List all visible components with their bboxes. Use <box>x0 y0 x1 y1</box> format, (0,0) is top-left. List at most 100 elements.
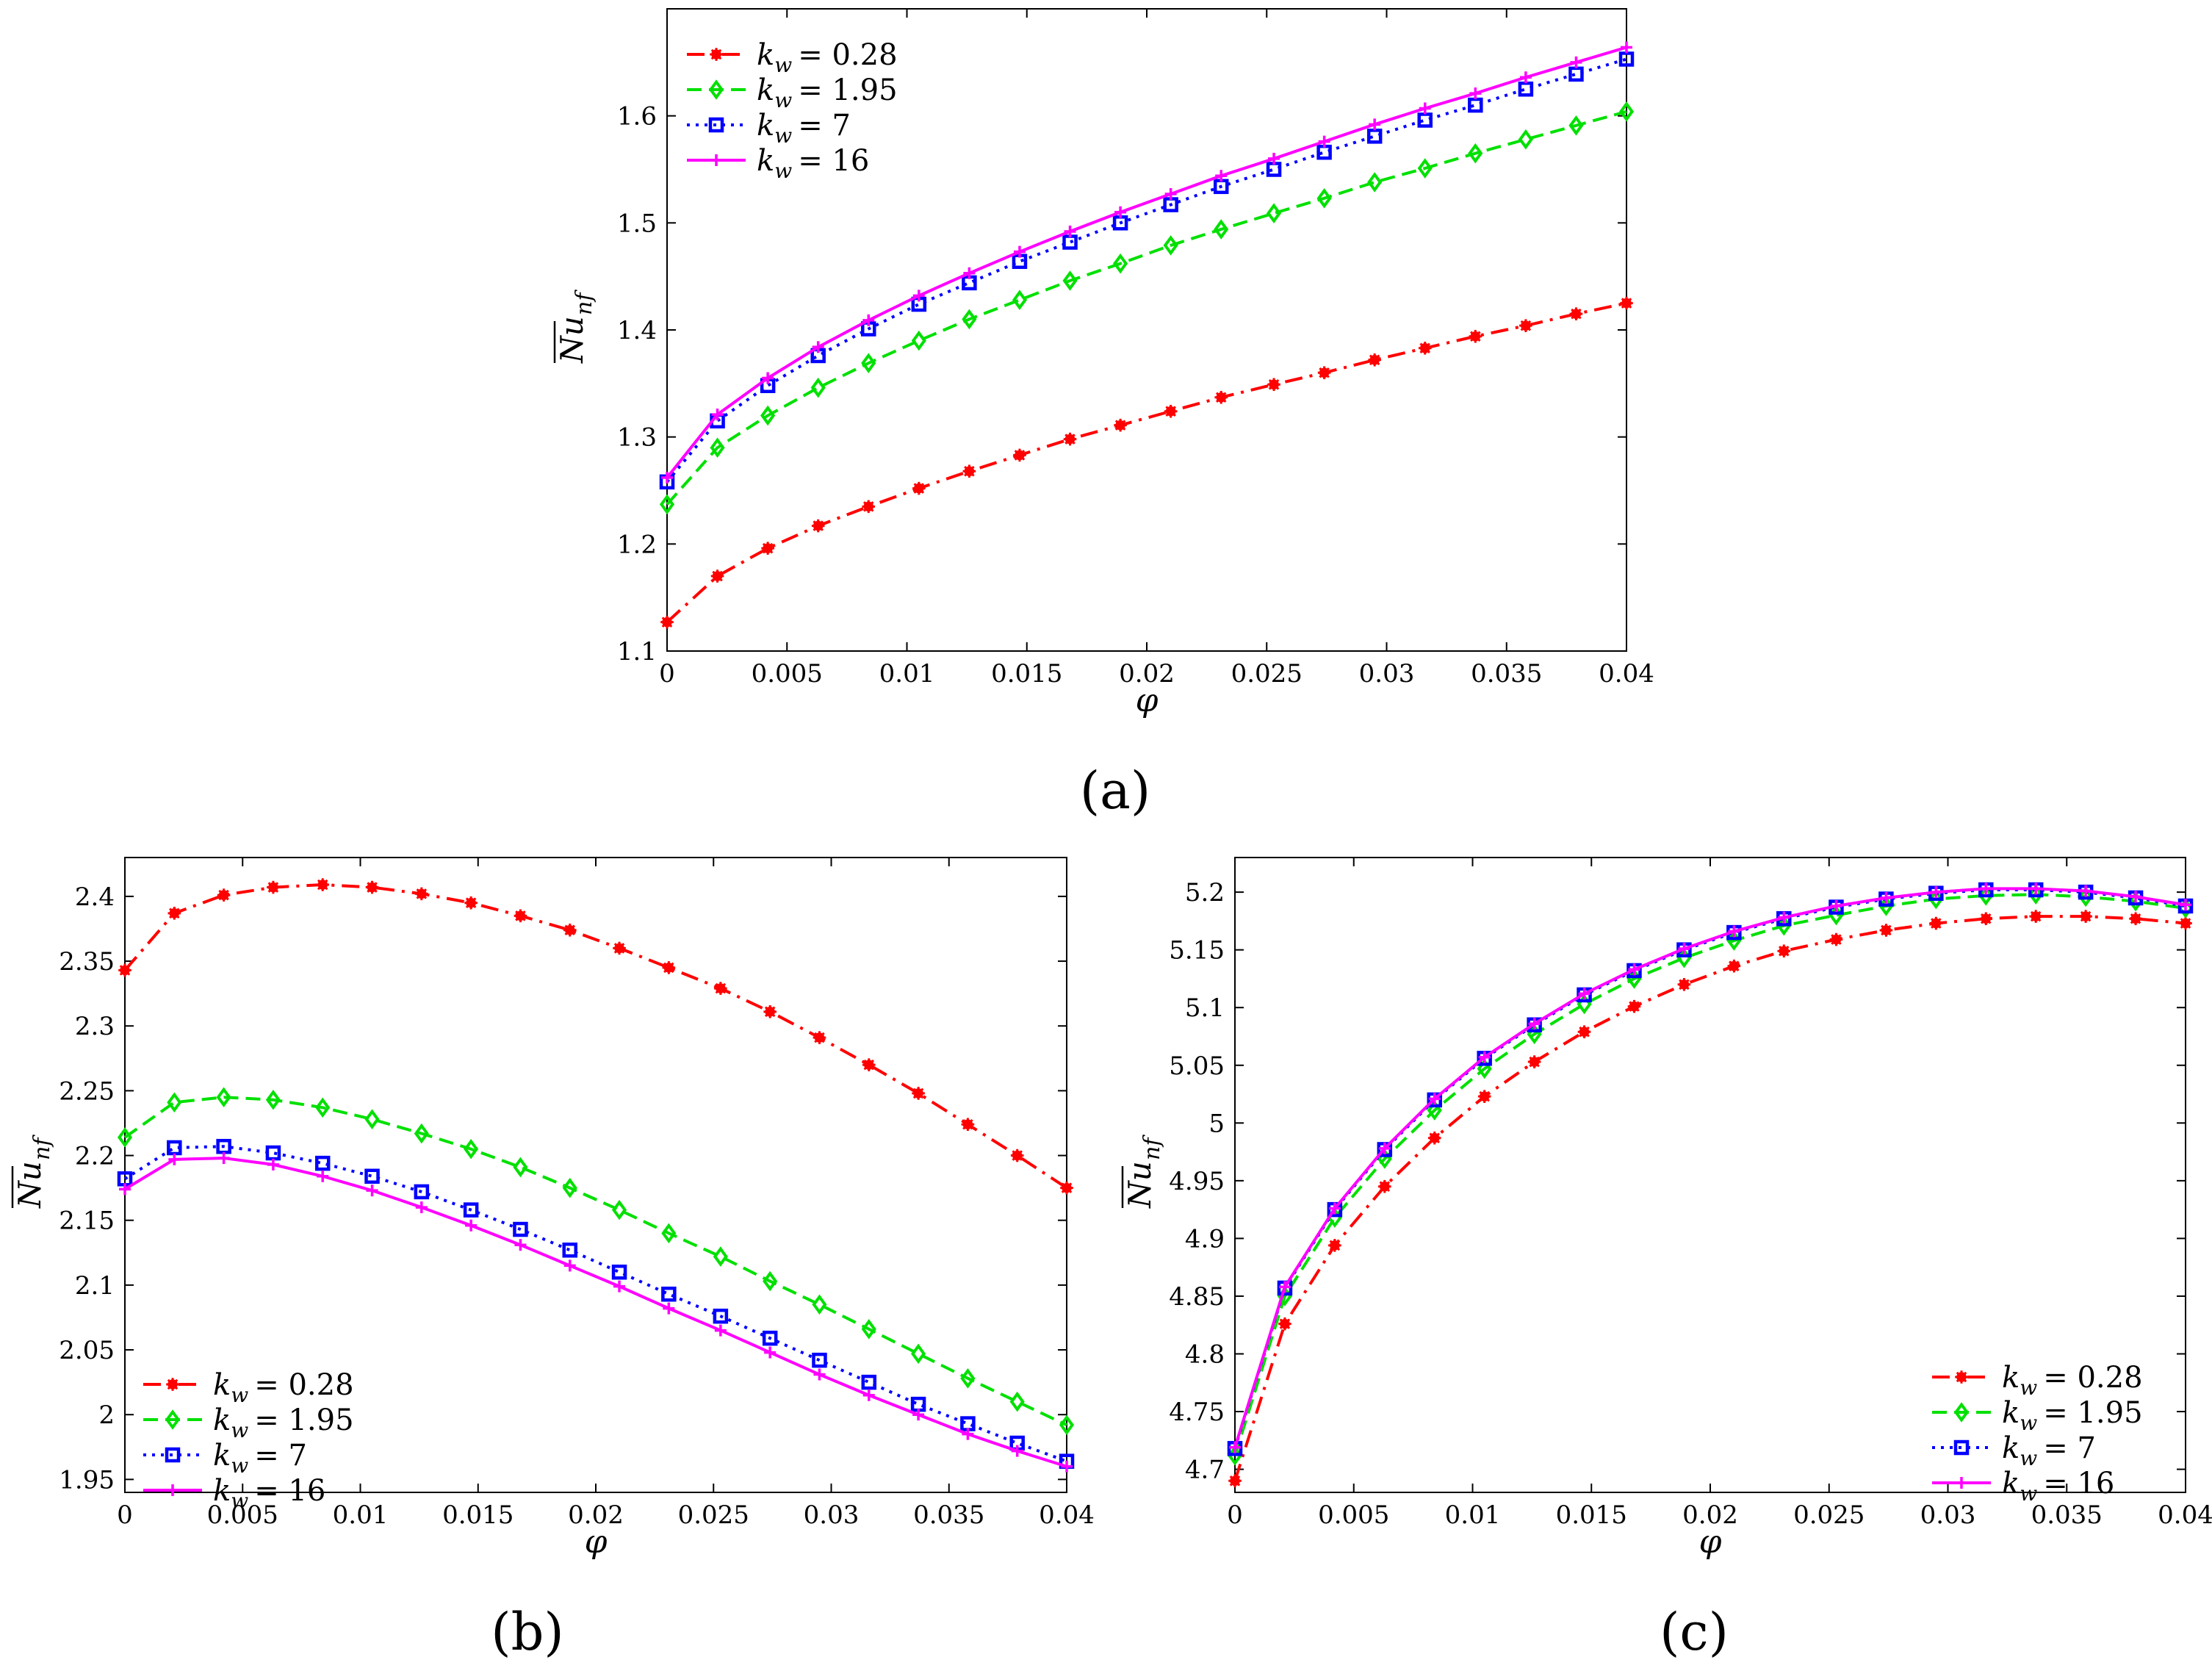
data-point-ray <box>119 965 131 976</box>
series-4 <box>119 1152 1073 1473</box>
data-point <box>1469 87 1482 100</box>
legend-marker <box>708 79 724 100</box>
legend-k: k <box>2002 1431 2020 1465</box>
x-tick-label: 0.005 <box>1318 1500 1389 1530</box>
x-tick-label: 0.03 <box>1359 659 1415 689</box>
legend-k: k <box>213 1403 231 1437</box>
legend-subscript: w <box>774 53 792 77</box>
x-tick-label: 0.04 <box>1039 1500 1095 1530</box>
data-point <box>1728 925 1740 938</box>
x-tick-label: 0 <box>1227 1500 1243 1530</box>
data-point <box>961 1118 975 1132</box>
data-point <box>2079 910 2092 923</box>
data-point <box>1979 912 1993 926</box>
data-point-ray <box>1064 434 1076 445</box>
data-point <box>1778 911 1790 924</box>
data-point <box>660 615 674 629</box>
data-point <box>1830 899 1842 912</box>
y-axis-ticks: 4.7 4.75 4.8 4.85 4.9 4.95 5 5.05 5.1 5.15 5.2 <box>1169 878 2186 1485</box>
data-point-ray <box>1980 913 1992 924</box>
legend-value: = 1.95 <box>798 73 897 107</box>
x-tick-label: 0.025 <box>1793 1500 1865 1530</box>
y-axis-label-main: Nu <box>554 316 590 364</box>
y-tick-label: 5 <box>1208 1109 1225 1138</box>
data-point-ray <box>2080 910 2092 922</box>
y-tick-label: 4.9 <box>1185 1224 1225 1254</box>
data-point <box>563 923 577 937</box>
data-point <box>2129 912 2142 926</box>
data-point <box>812 341 824 353</box>
data-point-ray <box>416 888 428 899</box>
data-point <box>812 1352 827 1368</box>
data-point <box>1468 97 1483 113</box>
x-tick-label: 0 <box>659 659 675 689</box>
legend-k: k <box>213 1474 231 1508</box>
data-point-ray <box>317 879 328 891</box>
data-point-ray <box>1114 420 1126 431</box>
data-point <box>862 500 876 514</box>
data-point <box>1829 932 1843 946</box>
data-point <box>1228 1474 1242 1488</box>
data-point-ray <box>1479 1090 1490 1102</box>
data-point <box>811 519 825 533</box>
data-point <box>2080 885 2092 897</box>
data-point-ray <box>1621 298 1632 309</box>
legend-label: kw = 16 <box>757 144 869 183</box>
legend-value: = 0.28 <box>254 1368 353 1402</box>
data-point <box>1267 378 1280 392</box>
data-point <box>1061 1460 1073 1473</box>
x-tick-label: 0.035 <box>913 1500 984 1530</box>
legend-subscript: w <box>2020 1411 2037 1435</box>
legend-marker <box>710 48 723 61</box>
data-point <box>1316 188 1332 209</box>
series-4 <box>661 41 1632 484</box>
data-point <box>117 1127 133 1148</box>
series-1 <box>1228 910 2192 1488</box>
x-tick-label: 0.015 <box>1556 1500 1627 1530</box>
data-point <box>1628 963 1640 976</box>
data-point <box>1419 102 1431 115</box>
data-point <box>314 1155 331 1171</box>
data-point <box>1627 999 1641 1013</box>
data-point <box>464 896 478 910</box>
data-point <box>563 1259 576 1272</box>
x-tick-label: 0.01 <box>333 1500 389 1530</box>
data-point <box>562 1243 577 1258</box>
data-point-ray <box>1229 1475 1241 1487</box>
legend-subscript: w <box>2020 1376 2037 1400</box>
data-point <box>1568 115 1584 136</box>
data-point <box>217 1152 230 1165</box>
data-point-ray <box>1779 945 1790 957</box>
legend-subscript: w <box>231 1383 248 1407</box>
data-point <box>1214 390 1228 404</box>
y-tick-label: 2.25 <box>59 1076 115 1106</box>
data-point-ray <box>613 943 625 954</box>
y-tick-label: 2.15 <box>59 1207 115 1236</box>
data-point <box>464 1138 479 1160</box>
data-point <box>1428 1093 1441 1105</box>
legend-label: kw = 0.28 <box>2002 1361 2143 1400</box>
legend-subscript: w <box>774 159 792 183</box>
legend-value: = 7 <box>798 109 851 143</box>
panel-label: (b) <box>491 1602 563 1662</box>
data-point <box>960 1368 976 1389</box>
x-tick-label: 0.015 <box>442 1500 514 1530</box>
data-point <box>662 961 676 974</box>
y-tick-label: 2.2 <box>75 1142 115 1171</box>
data-point <box>613 941 626 955</box>
data-point <box>1880 891 1892 904</box>
data-point <box>1417 112 1433 128</box>
y-tick-label: 4.8 <box>1185 1340 1225 1369</box>
data-point <box>763 1270 778 1292</box>
data-point <box>317 1170 329 1182</box>
legend-label: kw = 0.28 <box>213 1368 354 1407</box>
x-tick-label: 0.005 <box>752 659 823 689</box>
data-point-ray <box>764 1006 776 1018</box>
data-point <box>713 1246 728 1267</box>
legend-marker <box>165 1447 181 1463</box>
y-tick-label: 1.3 <box>617 423 657 453</box>
data-point <box>1727 959 1741 973</box>
data-point <box>1578 988 1590 1000</box>
data-point <box>1519 71 1532 84</box>
